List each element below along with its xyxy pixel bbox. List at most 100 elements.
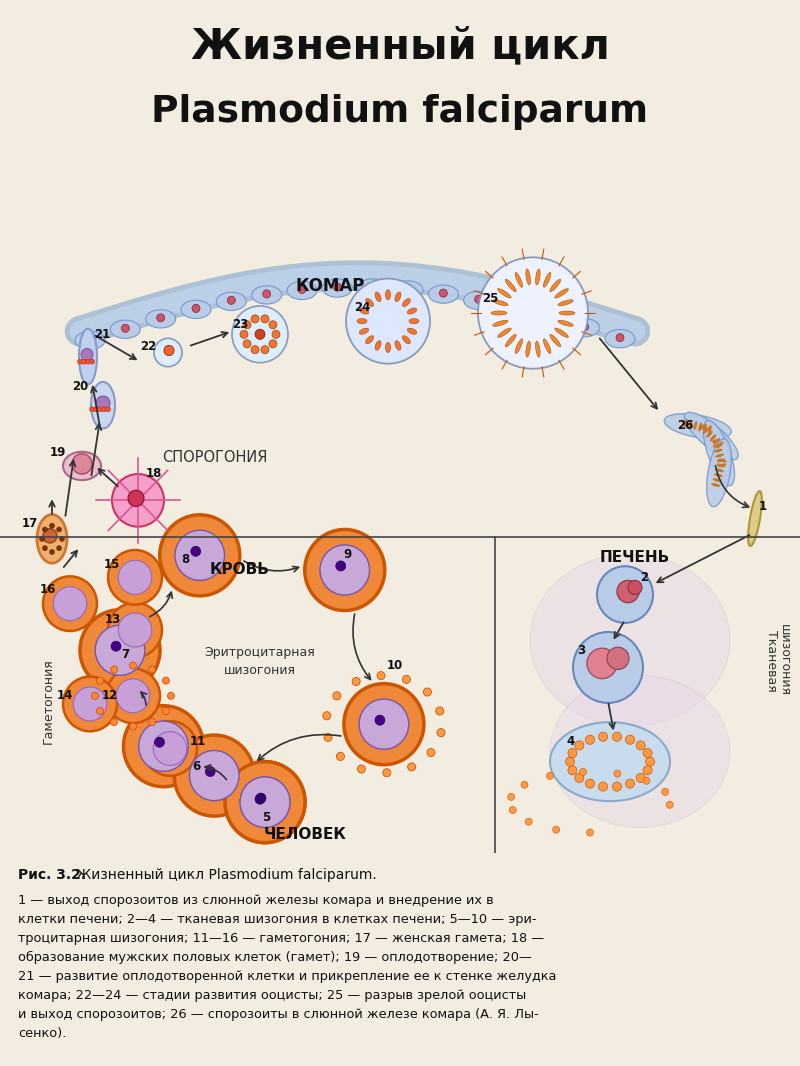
Circle shape xyxy=(80,610,160,691)
Circle shape xyxy=(573,632,643,702)
Circle shape xyxy=(50,523,54,529)
Text: 18: 18 xyxy=(146,467,162,480)
Circle shape xyxy=(110,666,118,673)
Text: клетки печени; 2—4 — тканевая шизогония в клетках печени; 5—10 — эри-: клетки печени; 2—4 — тканевая шизогония … xyxy=(18,912,537,926)
Ellipse shape xyxy=(706,439,731,506)
Text: 5: 5 xyxy=(262,811,270,824)
Circle shape xyxy=(240,777,290,827)
Circle shape xyxy=(164,345,174,356)
Circle shape xyxy=(72,454,92,474)
Ellipse shape xyxy=(407,328,417,335)
Circle shape xyxy=(352,678,360,685)
Circle shape xyxy=(95,625,145,676)
Text: шизогония: шизогония xyxy=(778,625,790,696)
Text: 16: 16 xyxy=(40,583,56,596)
Ellipse shape xyxy=(366,298,374,307)
Circle shape xyxy=(643,765,652,775)
Ellipse shape xyxy=(550,676,730,827)
Ellipse shape xyxy=(530,554,730,726)
Text: образование мужских половых клеток (гамет); 19 — оплодотворение; 20—: образование мужских половых клеток (гаме… xyxy=(18,951,532,964)
Circle shape xyxy=(643,777,650,785)
Circle shape xyxy=(423,688,431,696)
Circle shape xyxy=(74,687,106,721)
Circle shape xyxy=(206,766,215,777)
Ellipse shape xyxy=(543,273,551,287)
Circle shape xyxy=(566,757,574,766)
Circle shape xyxy=(130,662,137,669)
Circle shape xyxy=(581,323,589,330)
Ellipse shape xyxy=(710,435,716,441)
Ellipse shape xyxy=(252,286,282,304)
Ellipse shape xyxy=(570,319,600,337)
Text: 14: 14 xyxy=(57,690,73,702)
Text: Эритроцитарная: Эритроцитарная xyxy=(205,646,315,659)
Ellipse shape xyxy=(703,420,734,486)
Circle shape xyxy=(616,334,624,342)
Circle shape xyxy=(112,474,164,527)
Circle shape xyxy=(97,708,103,714)
Circle shape xyxy=(613,732,622,741)
Circle shape xyxy=(90,359,94,365)
Ellipse shape xyxy=(375,292,381,302)
Text: 1 — выход спорозоитов из слюнной железы комара и внедрение их в: 1 — выход спорозоитов из слюнной железы … xyxy=(18,893,494,907)
Ellipse shape xyxy=(395,292,401,302)
Circle shape xyxy=(118,561,152,595)
Circle shape xyxy=(474,295,482,304)
Ellipse shape xyxy=(535,269,540,285)
Ellipse shape xyxy=(498,289,511,298)
Circle shape xyxy=(546,772,554,779)
Circle shape xyxy=(382,769,390,777)
Circle shape xyxy=(240,330,248,338)
Circle shape xyxy=(636,741,645,750)
Circle shape xyxy=(628,580,642,595)
Text: сенко).: сенко). xyxy=(18,1027,66,1040)
Ellipse shape xyxy=(714,449,722,453)
Ellipse shape xyxy=(359,328,369,335)
Circle shape xyxy=(553,826,560,834)
Text: шизогония: шизогония xyxy=(224,664,296,677)
Circle shape xyxy=(587,648,617,679)
Circle shape xyxy=(160,515,240,596)
Ellipse shape xyxy=(550,279,561,292)
Circle shape xyxy=(597,566,653,623)
Text: 2: 2 xyxy=(640,571,648,584)
Circle shape xyxy=(94,407,98,411)
Circle shape xyxy=(377,672,385,680)
Text: комара; 22—24 — стадии развития ооцисты; 25 — разрыв зрелой ооцисты: комара; 22—24 — стадии развития ооцисты;… xyxy=(18,989,526,1002)
Circle shape xyxy=(232,306,288,362)
Circle shape xyxy=(162,677,170,684)
Text: КРОВЬ: КРОВЬ xyxy=(210,562,270,577)
Circle shape xyxy=(320,545,370,595)
Ellipse shape xyxy=(359,308,369,314)
Circle shape xyxy=(81,349,93,360)
Circle shape xyxy=(162,708,170,714)
Text: 25: 25 xyxy=(482,292,498,305)
Ellipse shape xyxy=(526,269,530,285)
Ellipse shape xyxy=(322,279,352,297)
Ellipse shape xyxy=(498,328,511,338)
Circle shape xyxy=(575,741,584,750)
Circle shape xyxy=(143,722,197,776)
Ellipse shape xyxy=(550,335,561,346)
Circle shape xyxy=(128,490,144,506)
Ellipse shape xyxy=(689,420,692,429)
Circle shape xyxy=(190,750,239,801)
Circle shape xyxy=(78,359,82,365)
Text: 24: 24 xyxy=(354,302,370,314)
Circle shape xyxy=(614,770,621,777)
Circle shape xyxy=(375,715,385,725)
Text: 6: 6 xyxy=(192,760,200,773)
Text: 3: 3 xyxy=(577,644,585,657)
Circle shape xyxy=(404,285,412,293)
Ellipse shape xyxy=(711,483,720,487)
Ellipse shape xyxy=(493,300,508,306)
Circle shape xyxy=(149,666,155,673)
Circle shape xyxy=(43,577,97,631)
Ellipse shape xyxy=(146,310,176,328)
Circle shape xyxy=(108,550,162,604)
Ellipse shape xyxy=(714,473,722,478)
Circle shape xyxy=(510,303,518,311)
Circle shape xyxy=(251,314,259,323)
Circle shape xyxy=(598,782,607,791)
Ellipse shape xyxy=(37,515,67,563)
